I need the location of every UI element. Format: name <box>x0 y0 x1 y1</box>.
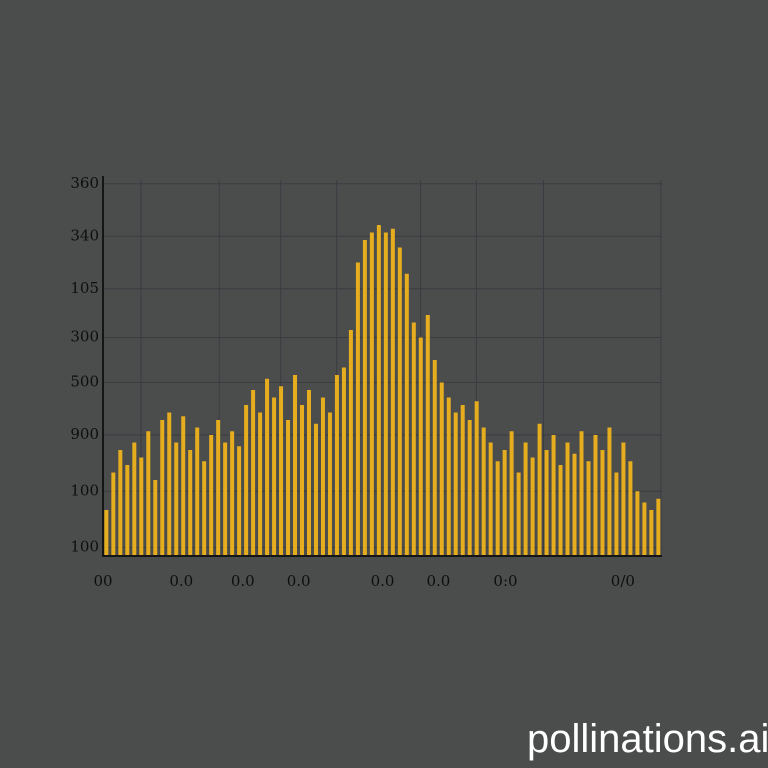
bar <box>202 461 207 555</box>
bar <box>432 360 437 555</box>
bar <box>642 502 647 555</box>
x-tick-label: 0.0 <box>287 572 311 590</box>
bar <box>167 412 172 555</box>
bar <box>300 405 305 555</box>
bar <box>251 390 256 555</box>
x-tick-label: 0.0 <box>426 572 450 590</box>
watermark: pollinations.ai <box>527 717 768 761</box>
bar <box>376 225 381 555</box>
bar <box>153 480 158 555</box>
bar <box>467 420 472 555</box>
bar <box>614 472 619 555</box>
bar <box>446 397 451 555</box>
bar <box>649 510 654 555</box>
bar <box>544 450 549 555</box>
bar <box>118 450 123 555</box>
bar <box>223 442 228 555</box>
bar <box>139 457 144 555</box>
bar <box>272 397 277 555</box>
bar <box>551 435 556 555</box>
bar <box>397 247 402 555</box>
bar <box>160 420 165 555</box>
bar <box>306 390 311 555</box>
bar <box>111 472 116 555</box>
bar <box>125 465 130 555</box>
bar <box>600 450 605 555</box>
y-tick-label: 360 <box>70 174 99 192</box>
bar <box>439 382 444 555</box>
bar <box>411 322 416 555</box>
bar <box>516 472 521 555</box>
y-tick-label: 340 <box>70 226 99 244</box>
y-tick-label: 100 <box>70 538 99 556</box>
bar <box>488 442 493 555</box>
bar <box>565 442 570 555</box>
bar <box>293 375 298 555</box>
bar <box>481 427 486 555</box>
x-tick-label: 0:0 <box>493 572 517 590</box>
bar <box>265 378 270 555</box>
x-tick-label: 0.0 <box>231 572 255 590</box>
bar <box>425 315 430 555</box>
x-tick-label: 0/0 <box>611 572 635 590</box>
bar <box>509 431 514 555</box>
bar <box>348 330 353 555</box>
bar <box>523 442 528 555</box>
bar <box>453 412 458 555</box>
bar <box>474 401 479 555</box>
bar <box>586 461 591 555</box>
bar <box>383 232 388 555</box>
y-tick-label: 105 <box>70 279 99 297</box>
bar <box>579 431 584 555</box>
x-tick-label: 0.0 <box>169 572 193 590</box>
bar <box>530 457 535 555</box>
y-tick-label: 500 <box>70 373 99 391</box>
bar <box>104 510 109 555</box>
bar <box>537 423 542 555</box>
bar <box>593 435 598 555</box>
bar <box>558 465 563 555</box>
bar <box>132 442 137 555</box>
bar <box>195 427 200 555</box>
bar <box>230 431 235 555</box>
bar <box>320 397 325 555</box>
bar <box>237 446 242 555</box>
bar <box>502 450 507 555</box>
bar <box>174 442 179 555</box>
bar <box>216 420 221 555</box>
bar <box>404 273 409 555</box>
bar <box>390 228 395 555</box>
bar <box>181 416 186 555</box>
bar <box>244 405 249 555</box>
bar <box>327 412 332 555</box>
bar <box>286 420 291 555</box>
bar <box>355 262 360 555</box>
bar <box>258 412 263 555</box>
bar <box>621 442 626 555</box>
bar <box>628 461 633 555</box>
bar <box>341 367 346 555</box>
bar <box>656 498 661 555</box>
bar <box>313 423 318 555</box>
y-tick-label: 900 <box>70 425 99 443</box>
bar <box>369 232 374 555</box>
bar <box>279 386 284 555</box>
bar <box>334 375 339 555</box>
bar <box>418 337 423 555</box>
x-tick-label: 0.0 <box>371 572 395 590</box>
bar <box>188 450 193 555</box>
bar <box>607 427 612 555</box>
bar <box>146 431 151 555</box>
bar <box>209 435 214 555</box>
bar <box>460 405 465 555</box>
x-tick-label: 00 <box>93 572 112 590</box>
bar <box>572 453 577 555</box>
bar <box>362 240 367 555</box>
y-tick-label: 100 <box>70 481 99 499</box>
bar <box>495 461 500 555</box>
y-tick-label: 300 <box>70 328 99 346</box>
bar <box>635 491 640 555</box>
